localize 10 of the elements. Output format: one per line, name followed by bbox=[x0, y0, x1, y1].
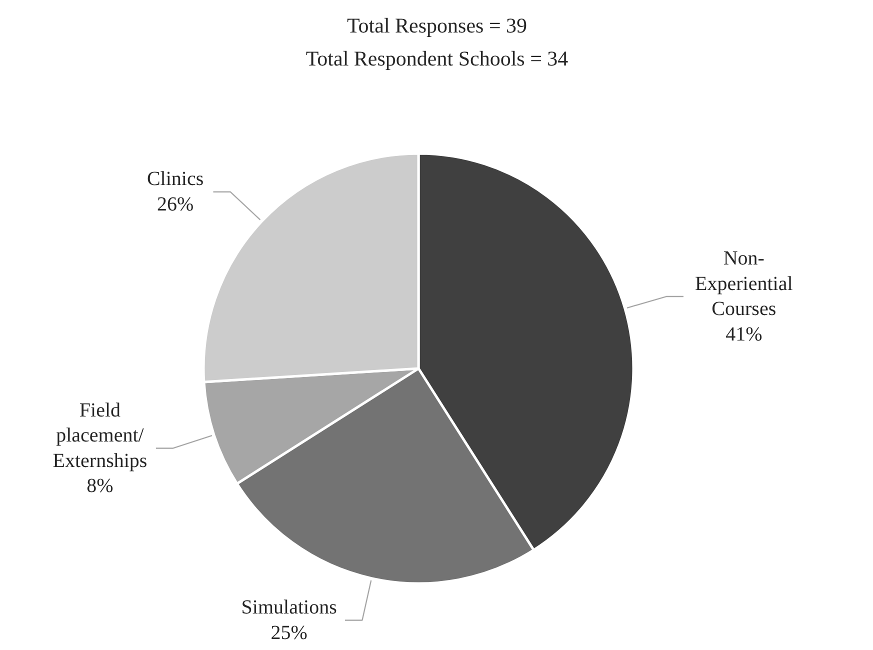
slice-label: Non- Experiential Courses bbox=[695, 248, 794, 320]
data-label: 26% bbox=[156, 194, 194, 216]
chart-subtitle: Total Respondent Schools = 34 bbox=[306, 46, 569, 70]
data-label: 25% bbox=[270, 622, 308, 644]
data-label: 41% bbox=[726, 323, 762, 346]
chart-title: Total Responses = 39 bbox=[346, 14, 528, 38]
slice-label: Field placement/ Externships bbox=[52, 399, 148, 472]
slice-label: Clinics bbox=[146, 168, 204, 190]
slice-label: Simulations bbox=[241, 596, 338, 619]
data-label: 8% bbox=[86, 475, 114, 498]
